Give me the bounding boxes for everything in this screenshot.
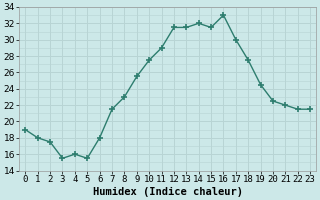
X-axis label: Humidex (Indice chaleur): Humidex (Indice chaleur) <box>93 186 243 197</box>
